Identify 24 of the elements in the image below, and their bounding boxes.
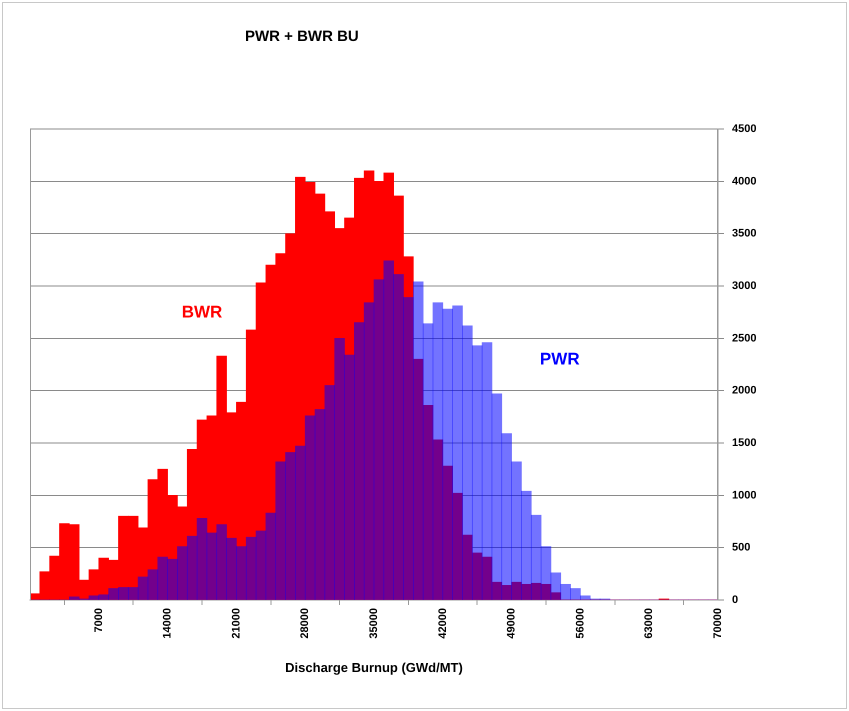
y-tick-label: 1500 bbox=[732, 437, 756, 450]
y-tick-label: 3500 bbox=[732, 228, 756, 240]
x-tick-label: 49000 bbox=[506, 608, 518, 639]
y-tick-label: 4500 bbox=[732, 123, 756, 136]
x-tick-label: 63000 bbox=[643, 608, 656, 639]
y-tick-label: 0 bbox=[732, 594, 738, 606]
chart-title: PWR + BWR BU bbox=[245, 28, 359, 45]
x-tick-label: 21000 bbox=[230, 608, 242, 639]
x-tick-label: 35000 bbox=[368, 608, 380, 639]
y-tick-label: 500 bbox=[732, 542, 750, 554]
y-tick-label: 2000 bbox=[732, 384, 756, 397]
series-label: BWR bbox=[182, 302, 222, 322]
y-tick-label: 4000 bbox=[732, 175, 756, 188]
x-tick-label: 70000 bbox=[712, 608, 724, 639]
x-axis-title: Discharge Burnup (GWd/MT) bbox=[285, 660, 463, 675]
x-tick-label: 56000 bbox=[574, 608, 586, 639]
text: PWR bbox=[540, 349, 580, 368]
y-tick-label: 1000 bbox=[732, 489, 756, 502]
x-tick-label: 28000 bbox=[299, 608, 312, 639]
y-tick-label: 2500 bbox=[732, 332, 756, 344]
x-tick-label: 7000 bbox=[92, 608, 105, 632]
x-tick-label: 14000 bbox=[162, 608, 174, 639]
x-tick-label: 42000 bbox=[436, 608, 449, 639]
y-tick-label: 3000 bbox=[732, 280, 756, 292]
